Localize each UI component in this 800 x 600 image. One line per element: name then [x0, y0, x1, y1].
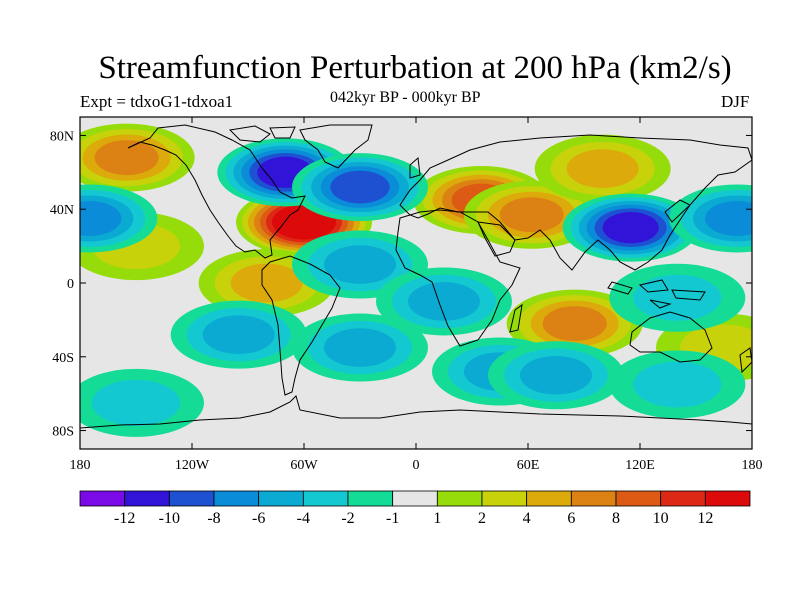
- colorbar-swatch: [436, 490, 483, 507]
- anomaly-field: [80, 123, 752, 437]
- time-period-label: 042kyr BP - 000kyr BP: [330, 89, 481, 106]
- anomaly-contour-14-3: [324, 245, 396, 284]
- colorbar-label: 4: [523, 510, 531, 527]
- colorbar-swatch: [481, 490, 528, 507]
- colorbar-swatch: [570, 490, 617, 507]
- anomaly-contour-21-2: [633, 361, 722, 408]
- colorbar-swatch: [168, 490, 215, 507]
- lon-tick-label: 180: [742, 458, 763, 473]
- colorbar-swatch: [302, 490, 349, 507]
- coast-greenland: [299, 124, 373, 169]
- colorbar-label: 6: [567, 510, 575, 527]
- latitude-axis: 80N 40N 0 40S 80S: [50, 129, 752, 440]
- anomaly-contour-6-3: [230, 263, 303, 303]
- coast-indonesia: [607, 279, 706, 309]
- anomaly-contour-12-4: [80, 200, 122, 236]
- season-label: DJF: [721, 92, 750, 111]
- anomaly-contour-3-4: [499, 197, 564, 233]
- anomaly-contour-10-5: [330, 170, 390, 204]
- colorbar-label: 2: [478, 510, 486, 527]
- coast-madagascar: [509, 303, 523, 333]
- anomaly-contour-11-6: [602, 212, 659, 244]
- lon-tick-label: 120E: [625, 458, 655, 473]
- colorbar-label: -10: [159, 510, 180, 527]
- anomaly-contour-22-2: [92, 379, 180, 426]
- experiment-label: Expt = tdxoG1-tdxoa1: [80, 92, 234, 111]
- coast-new-zealand: [739, 347, 752, 374]
- longitude-axis: 180 120W 60W 0 60E 120E 180: [70, 117, 763, 473]
- coast-arctic-islands: [228, 125, 296, 143]
- anomaly-contour-17-3: [324, 328, 396, 367]
- colorbar-label: -12: [114, 510, 135, 527]
- colorbar-label: -2: [341, 510, 354, 527]
- anomaly-contour-4-3: [566, 149, 639, 188]
- coast-arabia: [477, 221, 516, 257]
- colorbar-swatch: [79, 490, 126, 507]
- lon-tick-label: 180: [70, 458, 91, 473]
- coast-eurasia: [399, 134, 752, 271]
- coast-japan: [664, 199, 691, 223]
- colorbar-label: 10: [653, 510, 669, 527]
- lat-tick-label: 0: [67, 277, 74, 292]
- lat-tick-label: 40S: [52, 351, 74, 366]
- colorbar-swatch: [213, 490, 260, 507]
- anomaly-contour-5-4: [542, 306, 607, 342]
- colorbar-label: -4: [297, 510, 310, 527]
- chart-title: Streamfunction Perturbation at 200 hPa (…: [98, 50, 732, 86]
- coastlines: [80, 124, 752, 429]
- colorbar-label: -6: [252, 510, 265, 527]
- colorbar-swatch: [526, 490, 572, 507]
- anomaly-contour-13-4: [705, 200, 752, 236]
- colorbar-swatch: [704, 490, 751, 507]
- anomaly-contour-1-4: [94, 140, 159, 176]
- lon-tick-label: 60W: [290, 458, 318, 473]
- lat-tick-label: 40N: [50, 203, 74, 218]
- lon-tick-label: 0: [413, 458, 420, 473]
- coast-australia: [629, 311, 713, 363]
- colorbar-label: -1: [386, 510, 399, 527]
- colorbar: -12 -10 -8 -6 -4 -2 -1 1 2 4 6 8 10 12: [79, 490, 751, 527]
- anomaly-contour-20-3: [520, 355, 592, 395]
- lon-tick-label: 120W: [175, 458, 210, 473]
- anomaly-contour-15-3: [408, 282, 480, 321]
- colorbar-label: -8: [207, 510, 220, 527]
- colorbar-swatch: [124, 490, 170, 507]
- lat-tick-label: 80N: [50, 129, 74, 144]
- lat-tick-label: 80S: [52, 425, 74, 440]
- coast-africa: [395, 209, 521, 347]
- coast-britain: [409, 156, 421, 179]
- coast-north-america: [127, 124, 306, 259]
- colorbar-swatch: [347, 490, 394, 507]
- lon-tick-label: 60E: [517, 458, 540, 473]
- colorbar-label: 1: [433, 510, 441, 527]
- colorbar-swatch: [615, 490, 662, 507]
- colorbar-swatch: [392, 490, 438, 507]
- colorbar-label: 12: [697, 510, 713, 527]
- coast-south-america: [261, 255, 341, 396]
- colorbar-label: 8: [612, 510, 620, 527]
- anomaly-contour-16-3: [202, 315, 275, 354]
- colorbar-swatch: [258, 490, 304, 507]
- coast-antarctica: [80, 395, 752, 429]
- colorbar-swatch: [660, 490, 706, 507]
